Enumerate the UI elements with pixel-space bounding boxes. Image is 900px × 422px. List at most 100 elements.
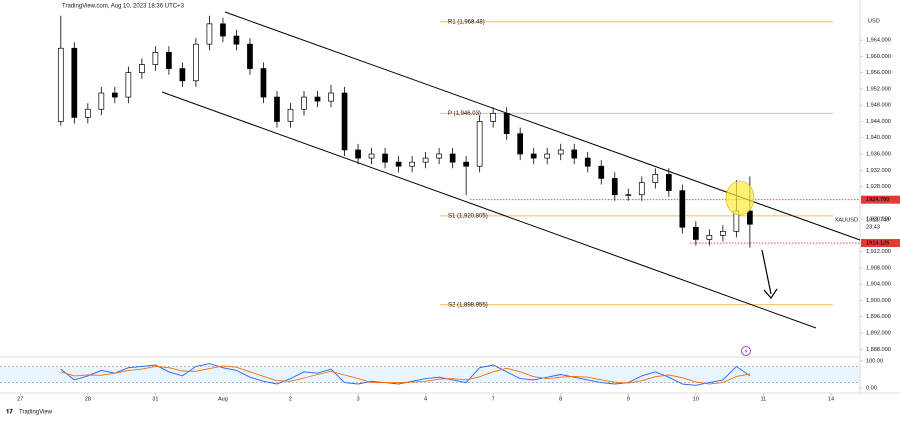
arrow-head xyxy=(763,288,778,299)
pivot-label: S2 (1,898.955) xyxy=(448,302,488,308)
candle-body xyxy=(517,133,524,155)
y-tick-label: 1,904.000 xyxy=(866,282,891,288)
candle-body xyxy=(368,153,375,159)
x-tick-label: 31 xyxy=(152,396,158,402)
candle-body xyxy=(301,96,307,110)
candle-body xyxy=(341,92,348,151)
x-tick-label: 9 xyxy=(627,396,630,402)
candle-body xyxy=(436,153,442,159)
candle-body xyxy=(57,47,64,122)
highlight-ellipse xyxy=(725,180,755,216)
x-tick-label: 3 xyxy=(356,396,359,402)
y-tick-label: 1,960.000 xyxy=(866,54,891,60)
y-tick-label: 1,920.000 xyxy=(866,217,891,223)
candle-body xyxy=(220,23,226,37)
channel-upper xyxy=(224,11,861,241)
candle-body xyxy=(449,153,456,163)
y-tick-label: 1,896.000 xyxy=(866,314,891,320)
price-line-label-bg xyxy=(861,195,900,204)
candle-body xyxy=(84,108,91,118)
candle-body xyxy=(98,92,105,110)
candle-body xyxy=(463,161,469,167)
event-icon-bolt xyxy=(744,348,748,354)
x-tick-label: Aug xyxy=(218,396,228,402)
y-tick-label: 1,940.000 xyxy=(866,135,891,141)
y-tick-label: 1,888.000 xyxy=(866,347,891,353)
header-title: TradingView.com, Aug 10, 2023 18:36 UTC+… xyxy=(62,4,185,10)
y-tick-label: 1,912.000 xyxy=(866,249,891,255)
last-price-label: 1918.740 xyxy=(866,218,889,224)
price-line-label: 1924.780 xyxy=(866,197,889,203)
candle-body xyxy=(314,96,321,102)
x-tick-label: 8 xyxy=(559,396,562,402)
candle-body xyxy=(503,112,510,135)
candle-body xyxy=(233,35,240,45)
pivot-label: S1 (1,920.805) xyxy=(448,213,488,219)
candle-body xyxy=(706,235,713,240)
candle-body xyxy=(247,43,253,69)
candle-body xyxy=(679,190,686,228)
oscillator-band xyxy=(0,366,860,383)
pivot-label: P (1,946.03) xyxy=(448,111,481,117)
y-tick-label: 1,948.000 xyxy=(866,103,891,109)
candle-body xyxy=(71,47,78,118)
candle-body xyxy=(638,182,645,196)
candle-body xyxy=(692,226,699,240)
candle-body xyxy=(395,161,402,167)
candle-body xyxy=(139,64,145,74)
marks-layer xyxy=(57,15,753,386)
candle-body xyxy=(382,153,388,163)
candle-body xyxy=(260,68,267,98)
candle-body xyxy=(720,230,726,236)
candle-body xyxy=(355,149,361,159)
candle-body xyxy=(611,178,618,196)
symbol-label: XAUUSD xyxy=(835,218,858,224)
candle-body xyxy=(193,43,199,82)
candle-body xyxy=(747,210,753,225)
candle-body xyxy=(652,174,659,183)
y-tick-label: 1,936.000 xyxy=(866,152,891,158)
x-tick-label: 4 xyxy=(424,396,427,402)
candle-body xyxy=(274,96,280,122)
oscillator-line xyxy=(60,365,750,385)
osc-y-tick-label: 0.00 xyxy=(866,385,877,391)
candle-body xyxy=(166,51,172,69)
candle-body xyxy=(111,92,118,98)
osc-y-tick-label: 100.00 xyxy=(866,358,883,364)
y-tick-label: 1,964.000 xyxy=(866,38,891,44)
candle-body xyxy=(625,194,632,196)
x-tick-label: 14 xyxy=(828,396,834,402)
arrow-shaft xyxy=(761,249,772,295)
pivot-label: R1 (1,968.48) xyxy=(448,19,485,25)
x-tick-label: 11 xyxy=(760,396,766,402)
countdown-label: 23:43 xyxy=(866,225,880,231)
candle-body xyxy=(125,72,132,98)
y-tick-label: 1,944.000 xyxy=(866,119,891,125)
candle-body xyxy=(179,68,186,82)
candle-body xyxy=(490,112,497,122)
candle-body xyxy=(571,149,578,159)
y-tick-label: 1,952.000 xyxy=(866,86,891,92)
back-layer xyxy=(0,21,863,396)
candle-body xyxy=(544,153,551,159)
candle-body xyxy=(152,51,159,65)
y-tick-label: 1,932.000 xyxy=(866,168,891,174)
x-tick-label: 7 xyxy=(492,396,495,402)
candle-body xyxy=(530,153,537,159)
y-tick-label: 1,900.000 xyxy=(866,298,891,304)
x-tick-label: 27 xyxy=(17,396,23,402)
footer-logo[interactable]: 𝟏𝟕 TradingView xyxy=(6,409,53,416)
logo-mark: 𝟏𝟕 xyxy=(6,409,13,416)
currency-label: USD xyxy=(868,18,880,24)
candle-body xyxy=(409,161,415,167)
y-tick-label: 1,956.000 xyxy=(866,70,891,76)
x-tick-label: 10 xyxy=(693,396,699,402)
y-tick-label: 1,928.000 xyxy=(866,184,891,190)
x-tick-label: 28 xyxy=(85,396,91,402)
candle-body xyxy=(665,174,672,191)
channel-lower xyxy=(161,91,817,329)
candle-body xyxy=(328,92,334,102)
candle-body xyxy=(206,23,213,45)
